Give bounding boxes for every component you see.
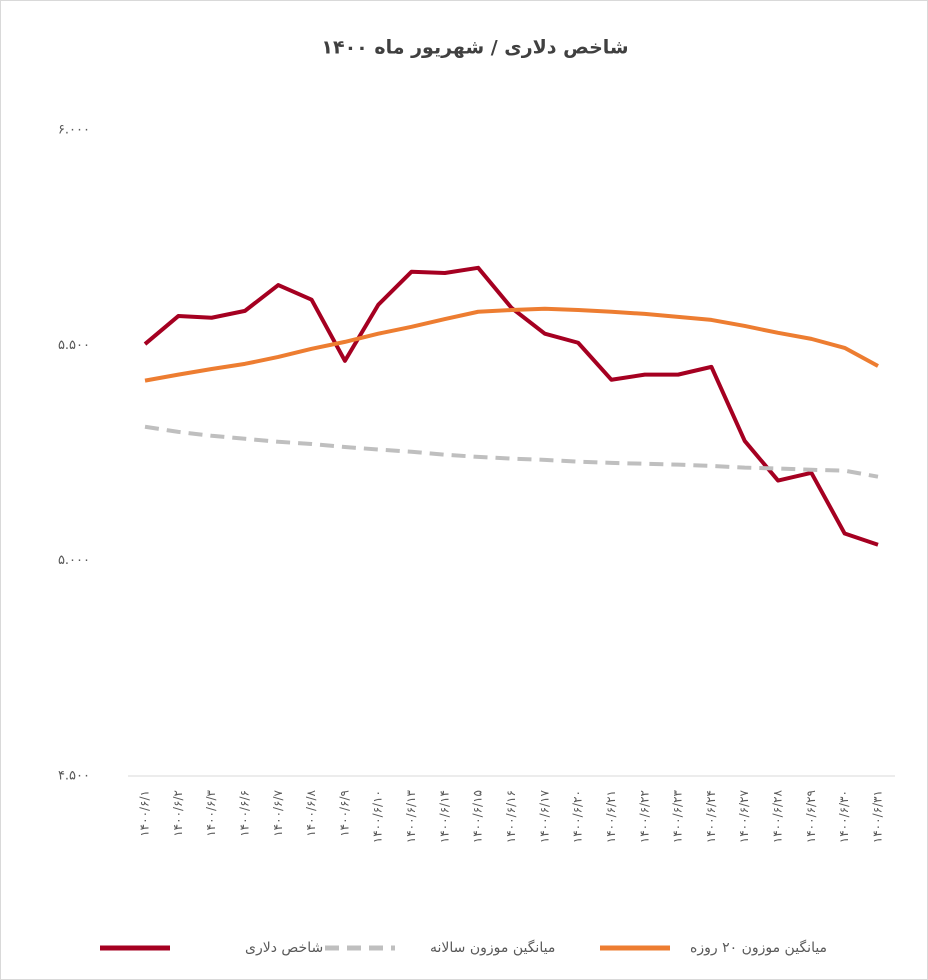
y-tick-label: ۵.۰۰۰: [58, 553, 90, 568]
x-tick-label: ۱۴۰۰/۶/۲۲: [637, 790, 651, 843]
x-tick-label: ۱۴۰۰/۶/۲۹: [804, 790, 818, 843]
x-tick-label: ۱۴۰۰/۶/۱: [138, 790, 152, 837]
legend-label: میانگین موزون سالانه: [430, 939, 555, 956]
x-tick-label: ۱۴۰۰/۶/۱۴: [437, 790, 451, 843]
x-tick-label: ۱۴۰۰/۶/۱۳: [404, 789, 418, 843]
x-tick-label: ۱۴۰۰/۶/۳۰: [837, 790, 851, 843]
x-tick-label: ۱۴۰۰/۶/۲۱: [604, 790, 618, 843]
x-tick-label: ۱۴۰۰/۶/۸: [304, 789, 318, 836]
x-tick-label: ۱۴۰۰/۶/۱۵: [471, 790, 485, 843]
series-line: [144, 424, 879, 479]
x-tick-label: ۱۴۰۰/۶/۲۳: [671, 789, 685, 843]
legend-label: شاخص دلاری: [245, 940, 323, 956]
x-tick-label: ۱۴۰۰/۶/۲۸: [771, 789, 785, 843]
x-tick-label: ۱۴۰۰/۶/۳: [204, 789, 218, 836]
x-tick-label: ۱۴۰۰/۶/۲۴: [704, 790, 718, 843]
x-tick-label: ۱۴۰۰/۶/۲: [171, 790, 185, 837]
x-tick-label: ۱۴۰۰/۶/۶: [237, 790, 251, 837]
x-tick-label: ۱۴۰۰/۶/۲۷: [737, 789, 751, 843]
series-line: [143, 265, 879, 547]
legend-label: میانگین موزون ۲۰ روزه: [690, 939, 827, 956]
x-tick-label: ۱۴۰۰/۶/۲۰: [571, 790, 585, 843]
y-tick-label: ۶.۰۰۰: [58, 123, 90, 138]
x-tick-label: ۱۴۰۰/۶/۱۷: [537, 789, 551, 843]
y-tick-label: ۵.۵۰۰: [58, 338, 90, 353]
y-tick-label: ۴.۵۰۰: [58, 769, 90, 784]
series-line: [144, 306, 879, 383]
x-tick-label: ۱۴۰۰/۶/۷: [271, 789, 285, 836]
chart-title: شاخص دلاری / شهریور ماه ۱۴۰۰: [321, 37, 628, 59]
x-tick-label: ۱۴۰۰/۶/۳۱: [871, 790, 885, 843]
x-tick-label: ۱۴۰۰/۶/۱۶: [504, 790, 518, 843]
x-tick-label: ۱۴۰۰/۶/۱۰: [371, 790, 385, 843]
x-tick-label: ۱۴۰۰/۶/۹: [337, 790, 351, 837]
